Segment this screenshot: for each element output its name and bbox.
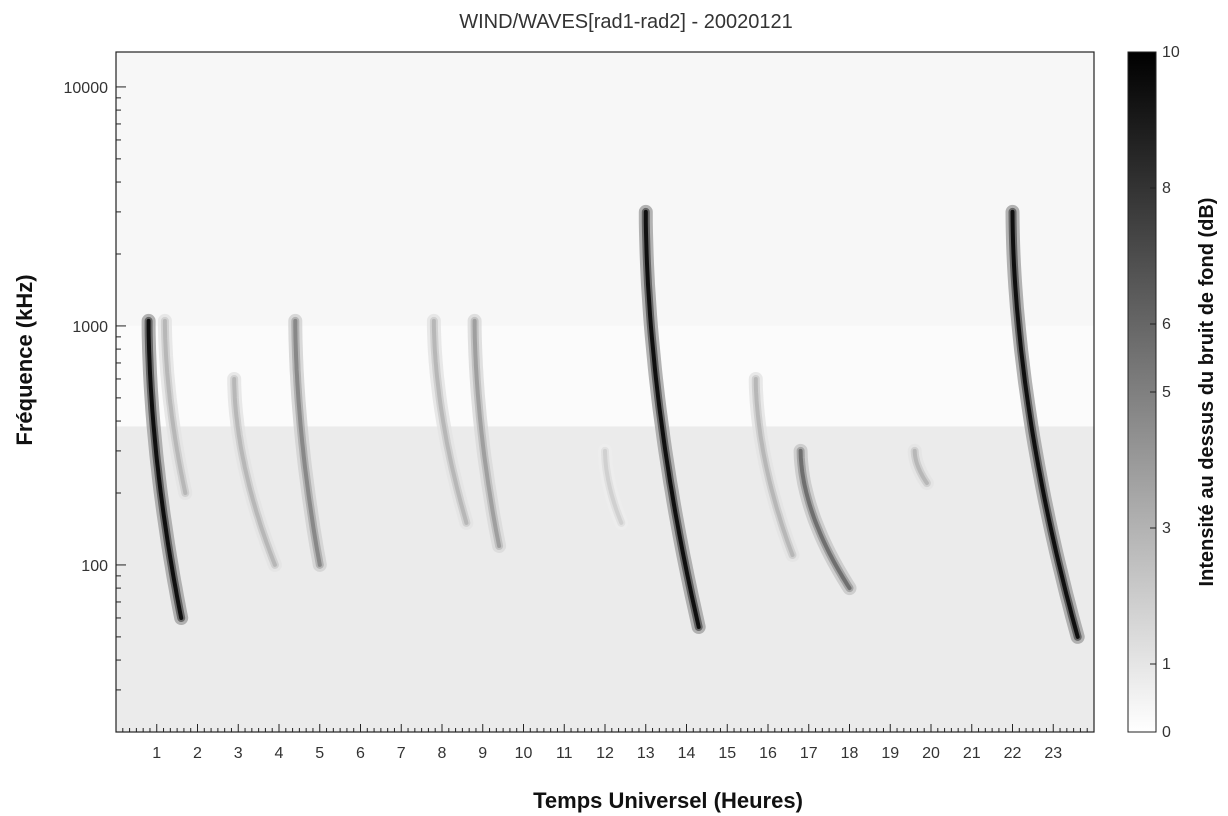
radio-burst [598, 443, 629, 530]
radio-burst [793, 443, 857, 596]
colorbar-tick-label: 5 [1162, 384, 1171, 401]
x-axis-title: Temps Universel (Heures) [533, 788, 803, 813]
x-tick-label: 7 [397, 745, 406, 762]
x-tick-label: 15 [718, 745, 736, 762]
colorbar-tick-label: 6 [1162, 316, 1171, 333]
y-axis: 100 1000 10000 [64, 80, 126, 733]
x-tick-label: 17 [800, 745, 818, 762]
colorbar-tick-label: 3 [1162, 520, 1171, 537]
burst-trace [146, 318, 184, 620]
radio-burst [907, 443, 934, 491]
radio-burst [288, 313, 327, 572]
burst-trace [472, 318, 502, 548]
x-tick-label: 4 [275, 745, 284, 762]
colorbar-ticks: 0 1 3 5 6 8 10 [1150, 44, 1180, 741]
x-tick-label: 13 [637, 745, 655, 762]
x-tick-label: 20 [922, 745, 940, 762]
burst-trace [431, 318, 469, 525]
mid-freq-band [116, 325, 1094, 427]
x-tick-label: 8 [438, 745, 447, 762]
radio-burst [141, 313, 189, 625]
radio-burst [1005, 204, 1085, 644]
burst-trace [293, 318, 322, 567]
x-tick-label: 16 [759, 745, 777, 762]
burst-trace [1010, 209, 1080, 639]
x-tick-label: 2 [193, 745, 202, 762]
colorbar-title: Intensité au dessus du bruit de fond (dB… [1196, 198, 1218, 587]
radio-burst [157, 313, 193, 500]
colorbar-tick-label: 10 [1162, 44, 1180, 61]
burst-layer [141, 204, 1085, 644]
radio-burst [467, 313, 507, 553]
burst-trace [753, 377, 795, 557]
burst-trace [162, 318, 188, 495]
x-tick-label: 21 [963, 745, 981, 762]
burst-trace [603, 448, 624, 525]
x-tick-label: 9 [478, 745, 487, 762]
x-tick-label: 19 [881, 745, 899, 762]
x-tick-label: 1 [152, 745, 161, 762]
radio-burst [227, 372, 282, 572]
x-tick-label: 5 [315, 745, 324, 762]
radio-burst [638, 204, 706, 634]
radio-burst [426, 313, 474, 530]
x-tick-label: 6 [356, 745, 365, 762]
colorbar-tick-label: 8 [1162, 180, 1171, 197]
chart-title: WIND/WAVES[rad1-rad2] - 20020121 [459, 11, 792, 33]
colorbar-tick-label: 0 [1162, 724, 1171, 741]
x-tick-label: 18 [841, 745, 859, 762]
x-tick-label: 12 [596, 745, 614, 762]
x-tick-label: 14 [678, 745, 696, 762]
x-axis: 1 2 3 4 5 6 7 8 9 10 11 12 13 14 15 16 17 18 19 20 21 22 23 [115, 724, 1095, 762]
burst-trace [912, 448, 929, 486]
colorbar-tick-label: 1 [1162, 656, 1171, 673]
burst-trace [232, 377, 277, 567]
burst-trace [798, 448, 852, 591]
y-tick-label: 100 [81, 558, 108, 575]
x-tick-label: 10 [515, 745, 533, 762]
y-axis-title: Fréquence (kHz) [12, 274, 37, 445]
colorbar: 0 1 3 5 6 8 10 [1127, 44, 1180, 741]
radio-burst [748, 372, 800, 562]
x-tick-label: 22 [1004, 745, 1022, 762]
burst-trace [643, 209, 701, 629]
x-tick-label: 11 [556, 745, 573, 762]
x-tick-label: 23 [1044, 745, 1062, 762]
plot-area [115, 51, 1095, 733]
y-tick-label: 1000 [72, 319, 108, 336]
x-tick-label: 3 [234, 745, 243, 762]
y-tick-label: 10000 [64, 80, 109, 97]
